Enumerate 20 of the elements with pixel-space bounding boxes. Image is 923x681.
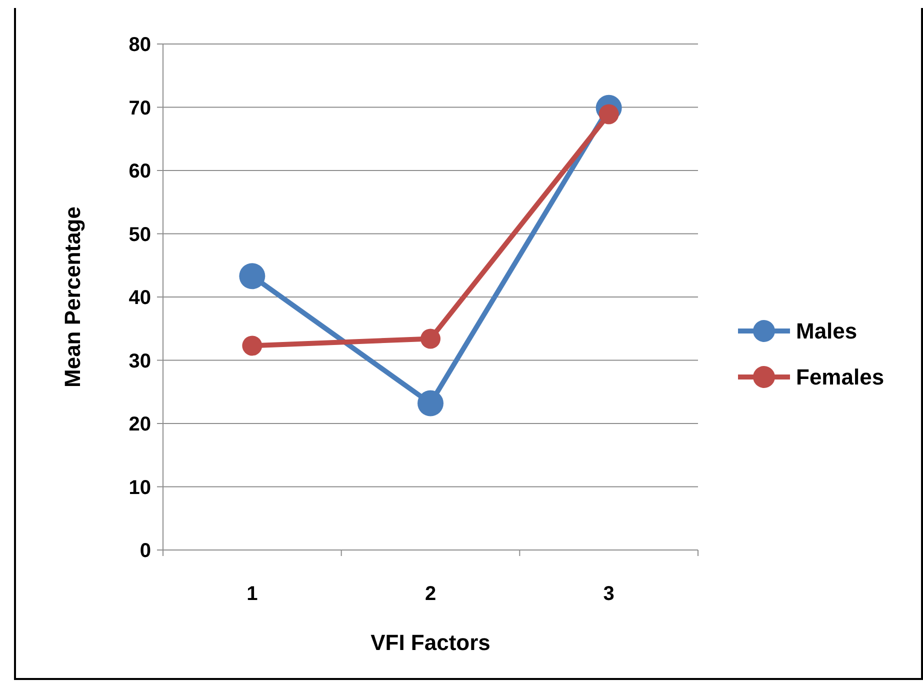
y-tick-label: 30 <box>128 350 151 372</box>
y-tick-label: 70 <box>128 97 151 120</box>
point <box>239 263 266 290</box>
point <box>242 336 262 356</box>
x-tick-label: 3 <box>603 583 614 605</box>
point <box>418 390 444 416</box>
y-tick-label: 50 <box>128 224 151 246</box>
point <box>420 328 440 349</box>
legend-label: Females <box>796 364 884 390</box>
y-axis-title: Mean Percentage <box>60 206 85 388</box>
y-tick-label: 80 <box>128 34 151 56</box>
y-tick-label: 20 <box>128 414 151 436</box>
x-tick-label: 2 <box>424 583 436 605</box>
y-tick-label: 40 <box>128 287 151 309</box>
x-axis-title: VFI Factors <box>370 630 490 655</box>
x-tick-label: 1 <box>246 583 258 605</box>
legend-label: Males <box>796 318 858 344</box>
y-tick-label: 60 <box>128 160 151 182</box>
y-tick-label: 0 <box>140 540 151 562</box>
y-tick-label: 10 <box>128 476 151 499</box>
